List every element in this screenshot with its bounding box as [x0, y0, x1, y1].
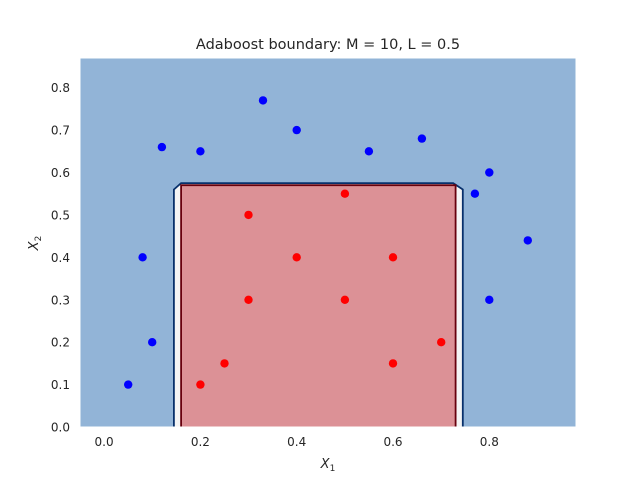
red-data-point — [220, 359, 229, 368]
x-axis-ticks: 0.0 0.2 0.4 0.6 0.8 — [95, 435, 499, 449]
outer-decision-contour — [172, 182, 464, 427]
blue-data-point — [485, 168, 494, 177]
red-data-point — [437, 338, 446, 347]
plot-frame — [79, 57, 577, 428]
blue-data-point — [124, 380, 133, 389]
y-tick-label: 0.1 — [51, 378, 70, 392]
chart-title: Adaboost boundary: M = 10, L = 0.5 — [196, 37, 460, 53]
blue-data-point — [523, 236, 532, 245]
y-tick-label: 0.3 — [51, 293, 70, 307]
blue-data-point — [364, 147, 374, 156]
plot-area — [79, 57, 577, 428]
red-data-point — [196, 380, 205, 389]
red-data-point — [292, 253, 301, 262]
y-axis-ticks: 0.0 0.1 0.2 0.3 0.4 0.5 0.6 0.7 0.8 — [51, 81, 70, 434]
blue-data-point — [258, 96, 268, 105]
y-tick-label: 0.7 — [51, 124, 70, 138]
red-data-point — [244, 210, 253, 220]
x-axis-label: X1 — [320, 457, 336, 474]
x-tick-label: 0.6 — [383, 435, 402, 449]
x-tick-label: 0.8 — [480, 435, 499, 449]
y-tick-label: 0.5 — [51, 208, 70, 222]
y-tick-label: 0.8 — [51, 81, 70, 95]
red-data-point — [388, 253, 398, 262]
blue-data-point — [148, 338, 157, 347]
x-tick-label: 0.4 — [287, 435, 306, 449]
blue-data-point — [138, 253, 147, 262]
blue-data-point — [196, 147, 205, 156]
blue-data-point — [485, 295, 494, 304]
positive-region — [181, 185, 456, 427]
y-tick-label: 0.2 — [51, 336, 70, 350]
inner-decision-contour — [180, 184, 457, 427]
x-tick-label: 0.2 — [191, 435, 210, 449]
blue-data-point — [292, 125, 301, 135]
y-tick-label: 0.4 — [51, 251, 70, 265]
x-tick-label: 0.0 — [95, 435, 114, 449]
y-tick-label: 0.0 — [51, 421, 70, 435]
red-data-point — [340, 189, 350, 198]
blue-data-point — [157, 142, 167, 152]
y-tick-label: 0.6 — [51, 166, 70, 180]
red-data-point — [388, 359, 398, 368]
y-axis-label: X2 — [27, 236, 44, 252]
blue-data-point — [417, 134, 427, 143]
red-data-point — [340, 295, 350, 304]
blue-data-point — [470, 189, 480, 198]
red-data-point — [244, 295, 253, 304]
data-points — [124, 96, 532, 389]
